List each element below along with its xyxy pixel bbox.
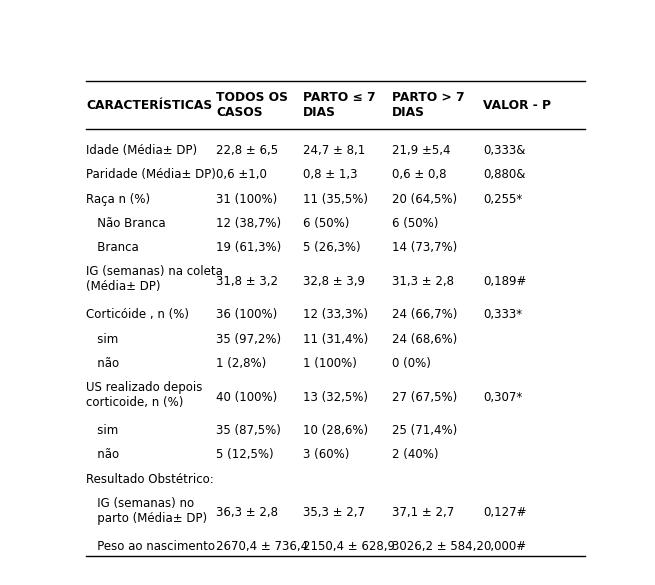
Text: 27 (67,5%): 27 (67,5%) xyxy=(392,391,457,404)
Text: 0,127#: 0,127# xyxy=(483,506,527,519)
Text: Branca: Branca xyxy=(86,241,139,254)
Text: 5 (26,3%): 5 (26,3%) xyxy=(303,241,360,254)
Text: 6 (50%): 6 (50%) xyxy=(303,217,349,230)
Text: 0,307*: 0,307* xyxy=(483,391,522,404)
Text: 2150,4 ± 628,9: 2150,4 ± 628,9 xyxy=(303,540,395,553)
Text: 36 (100%): 36 (100%) xyxy=(216,308,278,321)
Text: IG (semanas) no
   parto (Média± DP): IG (semanas) no parto (Média± DP) xyxy=(86,497,207,525)
Text: 0,255*: 0,255* xyxy=(483,192,522,205)
Text: Paridade (Média± DP): Paridade (Média± DP) xyxy=(86,168,215,181)
Text: Raça n (%): Raça n (%) xyxy=(86,192,150,205)
Text: 31,8 ± 3,2: 31,8 ± 3,2 xyxy=(216,275,278,288)
Text: 0,189#: 0,189# xyxy=(483,275,526,288)
Text: sim: sim xyxy=(86,424,118,437)
Text: 13 (32,5%): 13 (32,5%) xyxy=(303,391,367,404)
Text: Idade (Média± DP): Idade (Média± DP) xyxy=(86,144,197,157)
Text: não: não xyxy=(86,357,119,370)
Text: 40 (100%): 40 (100%) xyxy=(216,391,278,404)
Text: 3026,2 ± 584,2: 3026,2 ± 584,2 xyxy=(392,540,483,553)
Text: TODOS OS
CASOS: TODOS OS CASOS xyxy=(216,91,288,119)
Text: 2670,4 ± 736,4: 2670,4 ± 736,4 xyxy=(216,540,309,553)
Text: 20 (64,5%): 20 (64,5%) xyxy=(392,192,457,205)
Text: 0,8 ± 1,3: 0,8 ± 1,3 xyxy=(303,168,357,181)
Text: 36,3 ± 2,8: 36,3 ± 2,8 xyxy=(216,506,278,519)
Text: 1 (100%): 1 (100%) xyxy=(303,357,356,370)
Text: CARACTERÍSTICAS: CARACTERÍSTICAS xyxy=(86,99,212,112)
Text: 0,6 ± 0,8: 0,6 ± 0,8 xyxy=(392,168,446,181)
Text: não: não xyxy=(86,448,119,462)
Text: Não Branca: Não Branca xyxy=(86,217,166,230)
Text: 19 (61,3%): 19 (61,3%) xyxy=(216,241,282,254)
Text: 1 (2,8%): 1 (2,8%) xyxy=(216,357,267,370)
Text: 0,6 ±1,0: 0,6 ±1,0 xyxy=(216,168,267,181)
Text: Corticóide , n (%): Corticóide , n (%) xyxy=(86,308,189,321)
Text: 12 (38,7%): 12 (38,7%) xyxy=(216,217,282,230)
Text: 10 (28,6%): 10 (28,6%) xyxy=(303,424,368,437)
Text: VALOR - P: VALOR - P xyxy=(483,99,551,112)
Text: 11 (31,4%): 11 (31,4%) xyxy=(303,333,368,346)
Text: 24 (66,7%): 24 (66,7%) xyxy=(392,308,457,321)
Text: 32,8 ± 3,9: 32,8 ± 3,9 xyxy=(303,275,365,288)
Text: 21,9 ±5,4: 21,9 ±5,4 xyxy=(392,144,450,157)
Text: 0,333&: 0,333& xyxy=(483,144,525,157)
Text: 3 (60%): 3 (60%) xyxy=(303,448,349,462)
Text: 5 (12,5%): 5 (12,5%) xyxy=(216,448,274,462)
Text: 31 (100%): 31 (100%) xyxy=(216,192,278,205)
Text: 24 (68,6%): 24 (68,6%) xyxy=(392,333,457,346)
Text: 11 (35,5%): 11 (35,5%) xyxy=(303,192,367,205)
Text: 22,8 ± 6,5: 22,8 ± 6,5 xyxy=(216,144,278,157)
Text: 0,880&: 0,880& xyxy=(483,168,525,181)
Text: 12 (33,3%): 12 (33,3%) xyxy=(303,308,367,321)
Text: US realizado depois
corticoide, n (%): US realizado depois corticoide, n (%) xyxy=(86,381,202,409)
Text: Resultado Obstétrico:: Resultado Obstétrico: xyxy=(86,473,214,486)
Text: 0,000#: 0,000# xyxy=(483,540,526,553)
Text: 2 (40%): 2 (40%) xyxy=(392,448,438,462)
Text: 24,7 ± 8,1: 24,7 ± 8,1 xyxy=(303,144,365,157)
Text: sim: sim xyxy=(86,333,118,346)
Text: PARTO ≤ 7
DIAS: PARTO ≤ 7 DIAS xyxy=(303,91,375,119)
Text: 37,1 ± 2,7: 37,1 ± 2,7 xyxy=(392,506,454,519)
Text: Peso ao nascimento: Peso ao nascimento xyxy=(86,540,215,553)
Text: IG (semanas) na coleta
(Média± DP): IG (semanas) na coleta (Média± DP) xyxy=(86,265,223,293)
Text: 6 (50%): 6 (50%) xyxy=(392,217,438,230)
Text: 25 (71,4%): 25 (71,4%) xyxy=(392,424,457,437)
Text: 14 (73,7%): 14 (73,7%) xyxy=(392,241,457,254)
Text: 0,333*: 0,333* xyxy=(483,308,522,321)
Text: 35 (87,5%): 35 (87,5%) xyxy=(216,424,281,437)
Text: 0 (0%): 0 (0%) xyxy=(392,357,430,370)
Text: 35,3 ± 2,7: 35,3 ± 2,7 xyxy=(303,506,365,519)
Text: PARTO > 7
DIAS: PARTO > 7 DIAS xyxy=(392,91,464,119)
Text: 35 (97,2%): 35 (97,2%) xyxy=(216,333,282,346)
Text: 31,3 ± 2,8: 31,3 ± 2,8 xyxy=(392,275,453,288)
